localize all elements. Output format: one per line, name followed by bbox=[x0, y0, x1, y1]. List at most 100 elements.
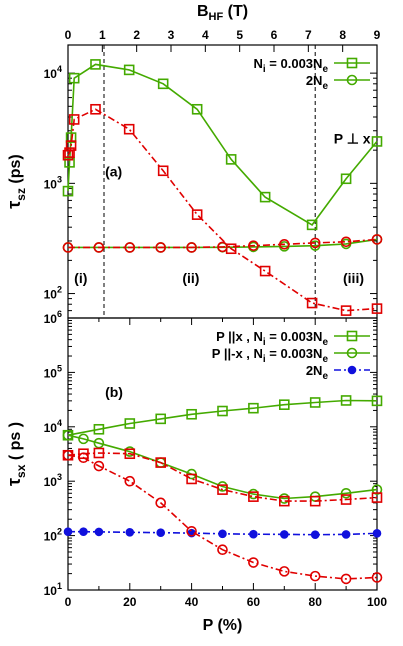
annotation-a-3: (ii) bbox=[182, 270, 199, 286]
data-point-b-2 bbox=[249, 529, 258, 539]
data-point-a-2 bbox=[340, 305, 352, 316]
y-tick-label-b: 105 bbox=[44, 363, 62, 380]
data-point-b-2 bbox=[156, 528, 165, 538]
annotation-a-1: P ⊥ x bbox=[334, 130, 371, 146]
bottom-x-tick-label: 100 bbox=[367, 595, 387, 609]
data-point-a-2 bbox=[306, 297, 318, 309]
data-point-a-0 bbox=[259, 191, 271, 203]
data-point-b-3 bbox=[248, 491, 259, 502]
y-tick-label-b: 104 bbox=[44, 418, 62, 435]
data-point-a-2 bbox=[123, 123, 135, 135]
data-point-b-4 bbox=[124, 475, 136, 487]
series-line-b-2 bbox=[68, 530, 378, 536]
series-line-a-3 bbox=[68, 238, 378, 249]
data-point-a-2 bbox=[64, 147, 75, 158]
y-tick-label-a: 102 bbox=[44, 285, 62, 302]
y-tick-label-a: 103 bbox=[44, 174, 62, 191]
data-point-b-3 bbox=[186, 473, 197, 485]
data-point-b-3 bbox=[124, 448, 136, 460]
series-b-1 bbox=[62, 429, 383, 504]
plot-frame-a bbox=[67, 44, 378, 319]
data-point-b-2 bbox=[94, 527, 104, 537]
data-point-b-2 bbox=[218, 529, 227, 539]
data-point-a-3 bbox=[371, 234, 383, 245]
data-point-a-0 bbox=[62, 185, 74, 197]
series-line-a-0 bbox=[67, 63, 378, 226]
legend-swatch-marker-b-2 bbox=[347, 365, 357, 375]
data-point-b-3 bbox=[309, 495, 321, 507]
data-point-b-3 bbox=[371, 492, 383, 503]
data-point-b-0 bbox=[217, 405, 228, 417]
y-tick-label-b: 106 bbox=[44, 309, 62, 326]
legend-label-a-0: Ni = 0.003Ne bbox=[254, 56, 329, 75]
data-point-b-2 bbox=[310, 530, 320, 539]
data-point-b-3 bbox=[155, 457, 166, 468]
series-b-0 bbox=[62, 395, 383, 441]
annotation-a-2: (i) bbox=[74, 270, 87, 286]
data-point-b-2 bbox=[125, 527, 135, 537]
data-point-a-0 bbox=[340, 173, 352, 185]
panel-b: 101 102 103 104 105 106 τsx ( ps ) (b) P ||x , N… bbox=[4, 309, 387, 634]
data-point-b-2 bbox=[341, 530, 351, 539]
legend-label-b-2: 2Ne bbox=[306, 363, 329, 382]
annotation-a-0: (a) bbox=[105, 164, 122, 180]
legend-label-b-0: P ||x , Ni = 0.003Ne bbox=[216, 329, 328, 348]
data-point-b-2 bbox=[63, 527, 73, 536]
data-point-b-0 bbox=[186, 408, 197, 420]
series-a-3 bbox=[62, 234, 383, 253]
data-point-a-0 bbox=[306, 219, 318, 231]
data-point-b-0 bbox=[93, 423, 105, 435]
top-x-tick-label: 1 bbox=[99, 28, 106, 42]
data-point-b-0 bbox=[155, 413, 166, 425]
data-point-b-4 bbox=[217, 544, 228, 556]
data-point-b-1 bbox=[371, 484, 383, 495]
top-x-tick-label: 2 bbox=[133, 28, 140, 42]
data-point-a-0 bbox=[225, 154, 237, 165]
data-point-a-0 bbox=[191, 103, 203, 115]
data-point-b-4 bbox=[62, 449, 74, 461]
data-point-a-3 bbox=[155, 242, 166, 253]
bottom-x-tick-label: 60 bbox=[247, 595, 261, 609]
data-point-a-3 bbox=[309, 237, 321, 249]
data-point-b-0 bbox=[371, 395, 383, 407]
data-point-b-0 bbox=[340, 395, 352, 406]
top-x-tick-label: 0 bbox=[65, 28, 72, 42]
data-point-b-3 bbox=[278, 495, 290, 507]
data-point-b-4 bbox=[78, 452, 89, 464]
data-point-a-2 bbox=[157, 165, 169, 177]
data-point-b-4 bbox=[340, 573, 352, 585]
series-a-1 bbox=[62, 234, 383, 253]
data-point-a-3 bbox=[278, 238, 290, 250]
data-point-b-4 bbox=[186, 525, 197, 537]
data-point-a-2 bbox=[191, 209, 203, 220]
data-point-a-3 bbox=[340, 236, 352, 248]
data-point-a-2 bbox=[259, 265, 271, 277]
data-point-b-3 bbox=[93, 447, 105, 459]
top-x-tick-label: 9 bbox=[374, 28, 381, 42]
legend-swatch-marker-b-0 bbox=[346, 330, 358, 342]
series-line-b-4 bbox=[67, 454, 378, 580]
data-point-a-2 bbox=[68, 114, 80, 125]
data-point-b-4 bbox=[93, 460, 105, 472]
bottom-x-tick-label: 0 bbox=[65, 595, 72, 609]
data-point-b-3 bbox=[340, 494, 352, 505]
annotation-b-0: (b) bbox=[105, 384, 123, 400]
y-tick-label-b: 103 bbox=[44, 472, 62, 489]
top-x-tick-label: 3 bbox=[168, 28, 175, 42]
data-point-a-0 bbox=[65, 132, 77, 143]
bottom-x-tick-label: 40 bbox=[185, 595, 199, 609]
data-point-a-3 bbox=[217, 241, 228, 253]
y-tick-label-b: 102 bbox=[44, 527, 62, 544]
data-point-b-0 bbox=[309, 397, 321, 408]
data-point-a-2 bbox=[371, 303, 383, 314]
data-point-a-3 bbox=[62, 242, 74, 253]
legend-swatch-marker-a-0 bbox=[346, 57, 358, 69]
data-point-a-3 bbox=[248, 240, 259, 251]
data-point-a-2 bbox=[65, 140, 77, 151]
data-point-b-4 bbox=[248, 557, 259, 568]
legend-swatch-marker-a-1 bbox=[346, 74, 358, 86]
annotation-a-4: (iii) bbox=[343, 270, 364, 286]
data-point-b-4 bbox=[155, 497, 166, 509]
data-point-b-2 bbox=[372, 529, 382, 538]
